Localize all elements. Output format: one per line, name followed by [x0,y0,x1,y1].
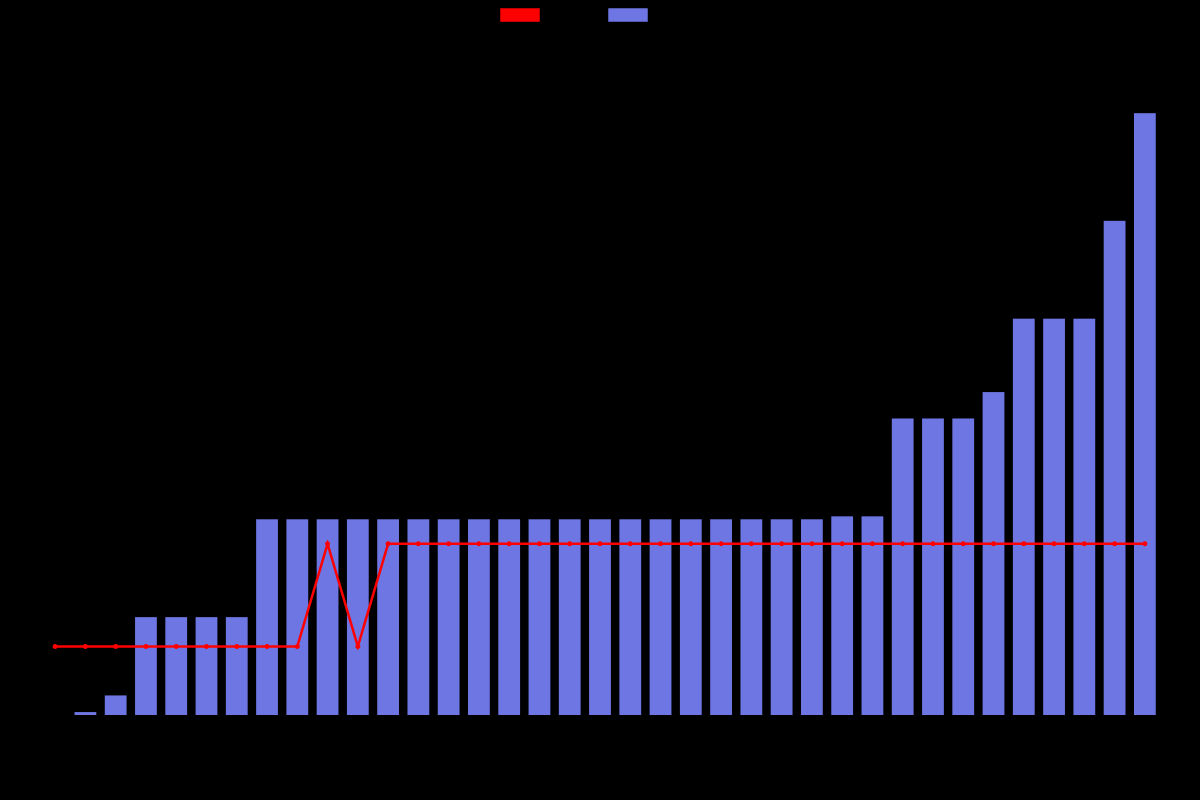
line-marker [53,644,58,649]
right-axis-label: 3 000 [1167,416,1195,428]
bar [1073,319,1095,715]
bar [983,392,1005,715]
line-marker [1082,541,1087,546]
line-marker [809,541,814,546]
line-marker [1112,541,1117,546]
line-marker [1021,541,1026,546]
line-marker [870,541,875,546]
line-marker [386,541,391,546]
left-axis-label: 160 [15,162,33,174]
legend-swatch-1 [608,8,648,22]
line-marker [991,541,996,546]
line-marker [658,541,663,546]
bar [317,519,339,715]
right-axis-label: 5 000 [1167,221,1195,233]
left-axis-label: 100 [15,368,33,380]
line-marker [930,541,935,546]
right-axis-label: 2 000 [1167,514,1195,526]
line-marker [961,541,966,546]
line-marker [476,541,481,546]
line-marker [113,644,118,649]
line-marker [749,541,754,546]
line-marker [204,644,209,649]
line-marker [507,541,512,546]
bar [680,519,702,715]
left-axis-label: 40 [21,573,33,585]
bar [529,519,551,715]
bar [771,519,793,715]
left-axis-label: 180 [15,94,33,106]
bar [650,519,672,715]
chart-svg: 0 20 40 60 80 100 120 140 160 180 200 0 1 000 2 000 3 … [0,0,1200,800]
bar [1013,319,1035,715]
line-marker [567,541,572,546]
bar [1134,113,1156,715]
line-marker [900,541,905,546]
legend-swatch-0 [500,8,540,22]
bar [619,519,641,715]
right-axis-label: 7 000 [1167,25,1195,37]
bar [740,519,762,715]
line-marker [719,541,724,546]
bar [801,519,823,715]
line-marker [1142,541,1147,546]
right-axis-label: 4 000 [1167,319,1195,331]
left-axis-label: 20 [21,642,33,654]
line-marker [234,644,239,649]
bar [952,418,974,715]
line-marker [174,644,179,649]
line-marker [840,541,845,546]
line-marker [416,541,421,546]
line-marker [628,541,633,546]
bar [892,418,914,715]
line-marker [598,541,603,546]
line-marker [295,644,300,649]
bar [438,519,460,715]
bar [710,519,732,715]
bar [407,519,429,715]
left-axis-label: 80 [21,436,33,448]
line-marker [688,541,693,546]
line-marker [143,644,148,649]
bar [1104,221,1126,715]
line-marker [83,644,88,649]
line-marker [1052,541,1057,546]
bar [589,519,611,715]
line-marker [325,541,330,546]
bar [226,617,248,715]
left-axis-label: 200 [15,25,33,37]
bar [165,617,187,715]
bar [498,519,520,715]
bar [75,712,97,715]
right-axis-label: 6 000 [1167,123,1195,135]
right-axis-label: 1 000 [1167,612,1195,624]
line-marker [537,541,542,546]
bar [196,617,218,715]
bar [1043,319,1065,715]
right-axis-label: 0 [1167,710,1173,722]
bar [256,519,278,715]
bar [468,519,490,715]
bar [922,418,944,715]
combo-chart: 0 20 40 60 80 100 120 140 160 180 200 0 1 000 2 000 3 … [0,0,1200,800]
line-marker [446,541,451,546]
line-marker [265,644,270,649]
line-marker [779,541,784,546]
left-axis-label: 120 [15,299,33,311]
bar [135,617,157,715]
left-axis-label: 60 [21,505,33,517]
bar [559,519,581,715]
line-marker [355,644,360,649]
bar [105,695,127,715]
left-axis-label: 140 [15,231,33,243]
left-axis-label: 0 [27,710,33,722]
bar [377,519,399,715]
